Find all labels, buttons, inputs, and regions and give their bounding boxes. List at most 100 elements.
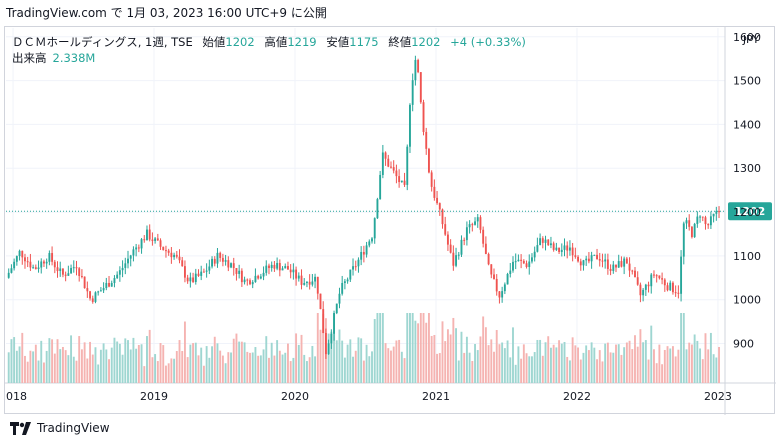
volume-bar — [449, 334, 452, 383]
volume-bar — [162, 345, 165, 383]
candle-body — [83, 276, 86, 289]
candle-body — [140, 239, 143, 249]
volume-bar — [517, 346, 520, 383]
candle-body — [457, 254, 460, 256]
volume-bar — [585, 345, 588, 383]
volume-bar — [376, 313, 379, 383]
volume-bar — [276, 340, 279, 383]
candle-body — [658, 275, 661, 279]
candle-body — [642, 289, 645, 296]
volume-bar — [186, 357, 189, 383]
volume-bar — [319, 329, 322, 383]
candle-body — [376, 199, 379, 219]
volume-bar — [51, 339, 54, 383]
candle-body — [441, 209, 444, 225]
open-value: 1202 — [225, 35, 255, 49]
volume-bar — [83, 342, 86, 383]
volume-bar — [631, 349, 634, 383]
volume-bar — [213, 336, 216, 383]
candlestick-chart[interactable]: 1202 JPY 900 1000 1100 1200 1300 1400 1500 1600 20… — [0, 27, 776, 415]
volume-bar — [712, 354, 715, 383]
candle-body — [240, 270, 243, 283]
candle-body — [45, 261, 48, 264]
candle-body — [560, 249, 563, 252]
candle-body — [585, 258, 588, 261]
volume-bar — [311, 345, 314, 383]
candle-body — [417, 59, 420, 73]
brand-label: TradingView — [37, 421, 110, 435]
volume-bar — [411, 313, 414, 383]
low-label: 安値 — [326, 35, 350, 49]
candle-body — [270, 264, 273, 269]
volume-bar — [506, 340, 509, 383]
candle-body — [43, 261, 45, 264]
candle-body — [178, 256, 181, 261]
volume-bar — [37, 360, 40, 383]
volume-bar — [194, 342, 197, 383]
volume-bar — [682, 313, 685, 383]
candle-body — [601, 260, 604, 262]
volume-bar — [67, 355, 70, 383]
candle-body — [593, 254, 596, 256]
volume-bar — [121, 354, 124, 383]
volume-bar — [617, 344, 620, 383]
candle-body — [650, 274, 653, 287]
candle-body — [51, 253, 54, 262]
volume-bar — [327, 333, 330, 383]
candle-body — [67, 273, 70, 276]
candle-body — [506, 273, 509, 285]
candle-body — [192, 277, 195, 282]
volume-bar — [360, 338, 363, 383]
candle-body — [219, 252, 222, 258]
candle-body — [381, 152, 384, 175]
volume-bar — [238, 341, 241, 383]
y-tick-label: 900 — [733, 338, 754, 351]
candle-body — [427, 148, 430, 173]
candle-body — [685, 220, 688, 224]
x-tick-label: 2022 — [563, 390, 591, 403]
candle-body — [362, 251, 365, 255]
candle-body — [403, 180, 406, 185]
volume-bar — [216, 343, 219, 383]
candle-body — [257, 275, 260, 279]
change-value: +4 (+0.33%) — [450, 35, 526, 49]
candle-body — [541, 238, 544, 243]
candle-body — [460, 239, 463, 255]
volume-bar — [398, 339, 401, 383]
candle-body — [324, 333, 327, 355]
candle-body — [189, 277, 192, 282]
volume-bar — [127, 340, 129, 383]
volume-bar — [281, 354, 284, 383]
volume-bar — [707, 349, 710, 383]
tradingview-footer[interactable]: TradingView — [10, 421, 110, 435]
candle-body — [360, 251, 363, 260]
candle-body — [121, 267, 124, 271]
candle-body — [183, 266, 186, 278]
candle-body — [232, 263, 235, 269]
candle-body — [615, 264, 617, 268]
candle-body — [205, 270, 208, 272]
volume-bar — [243, 342, 246, 383]
candle-body — [444, 224, 447, 235]
volume-bar — [183, 321, 186, 383]
volume-bar — [43, 362, 45, 383]
candle-body — [647, 284, 650, 287]
candle-body — [78, 268, 81, 276]
volume-bar — [598, 350, 601, 383]
last-price-badge — [728, 202, 772, 221]
volume-bar — [593, 347, 596, 383]
candle-body — [446, 234, 449, 245]
candle-body — [522, 260, 525, 264]
volume-bar — [596, 359, 598, 383]
candle-body — [159, 240, 162, 247]
candle-body — [531, 257, 533, 262]
volume-bar — [146, 336, 148, 383]
volume-bar — [457, 360, 460, 383]
candle-body — [7, 272, 10, 278]
volume-bar — [701, 359, 704, 383]
volume-bar — [295, 333, 298, 383]
volume-bar — [555, 347, 558, 383]
volume-bar — [26, 361, 29, 383]
volume-bar — [170, 358, 173, 383]
candle-body — [32, 267, 35, 269]
